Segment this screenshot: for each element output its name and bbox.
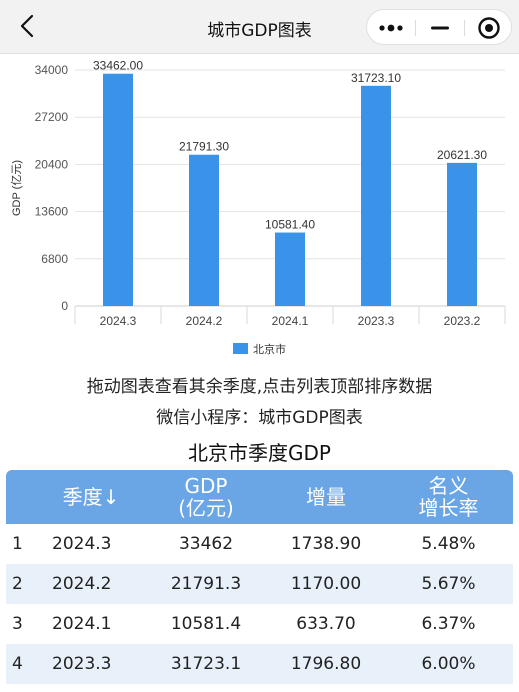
bar <box>447 162 477 306</box>
sort-quarter-header[interactable]: 季度↓ <box>36 470 146 524</box>
sort-increase-header[interactable]: 增量 <box>266 470 386 524</box>
target-close-icon <box>478 17 500 39</box>
row-quarter: 2024.2 <box>52 574 112 594</box>
row-gdp: 21791.3 <box>170 574 242 594</box>
chevron-left-icon <box>20 14 34 38</box>
row-growth: 6.37% <box>421 614 476 634</box>
header-gdp-unit: (亿元) <box>178 496 234 520</box>
row-growth: 5.67% <box>421 574 476 594</box>
gdp-table: 季度↓ GDP (亿元) 增量 名义 增长率 1 2024.3 33462 17… <box>6 470 513 684</box>
mini-program-text: 微信小程序：城市GDP图表 <box>156 408 363 428</box>
capsule-divider <box>464 20 465 36</box>
row-increase: 1796.80 <box>290 654 362 674</box>
header-growth-label-1: 名义 <box>428 474 469 498</box>
close-miniprogram-button[interactable] <box>465 10 513 46</box>
chart-canvas: 0 6800 13600 20400 27200 34000 GDP (亿元) 33462.0… <box>10 59 506 356</box>
y-tick-label: 27200 <box>35 110 69 124</box>
header-increase-label: 增量 <box>306 485 346 509</box>
table-header: 季度↓ GDP (亿元) 增量 名义 增长率 <box>6 470 513 524</box>
minimize-button[interactable] <box>416 10 464 46</box>
y-tick-label: 0 <box>61 299 68 313</box>
more-dots-icon <box>379 24 403 32</box>
back-button[interactable] <box>14 12 42 40</box>
x-tick-label: 2024.2 <box>186 314 223 328</box>
drag-hint-text: 拖动图表查看其余季度,点击列表顶部排序数据 <box>86 377 433 397</box>
bar <box>103 73 133 307</box>
bar-value-label: 21791.30 <box>179 140 229 154</box>
y-tick-label: 20400 <box>35 157 69 171</box>
bar <box>189 154 219 306</box>
nav-bar: 城市GDP图表 <box>0 0 519 54</box>
row-growth: 6.00% <box>421 654 476 674</box>
bar <box>275 232 305 306</box>
capsule-divider <box>415 20 416 36</box>
sort-growth-header[interactable]: 名义 增长率 <box>391 470 506 524</box>
row-quarter: 2023.3 <box>52 654 112 674</box>
row-increase: 1738.90 <box>290 534 362 554</box>
sort-gdp-header[interactable]: GDP (亿元) <box>151 470 261 524</box>
bar-value-label: 20621.30 <box>437 148 487 162</box>
capsule-menu <box>366 9 512 45</box>
x-tick-label: 2023.2 <box>444 314 481 328</box>
more-button[interactable] <box>367 10 415 46</box>
table-title: 北京市季度GDP <box>188 441 331 465</box>
row-rank: 1 <box>12 534 23 554</box>
bar <box>361 85 391 306</box>
x-tick-label: 2024.1 <box>272 314 309 328</box>
gdp-bar-chart[interactable]: 0 6800 13600 20400 27200 34000 GDP (亿元) 33462.0… <box>0 56 519 366</box>
row-increase: 633.70 <box>296 614 356 634</box>
y-tick-label: 13600 <box>35 205 69 219</box>
row-quarter: 2024.3 <box>52 534 112 554</box>
x-tick-label: 2024.3 <box>100 314 137 328</box>
row-rank: 2 <box>12 574 23 594</box>
row-rank: 4 <box>12 654 23 674</box>
row-quarter: 2024.1 <box>52 614 112 634</box>
table-row[interactable]: 2 2024.2 21791.3 1170.00 5.67% <box>6 564 513 604</box>
bar-value-label: 33462.00 <box>93 59 143 73</box>
row-growth: 5.48% <box>421 534 476 554</box>
page-title: 城市GDP图表 <box>207 21 312 41</box>
bar-value-label: 10581.40 <box>265 218 315 232</box>
y-axis-label: GDP (亿元) <box>10 160 23 216</box>
header-quarter-label: 季度↓ <box>62 485 120 509</box>
table-row[interactable]: 3 2024.1 10581.4 633.70 6.37% <box>6 604 513 644</box>
x-tick-label: 2023.3 <box>358 314 395 328</box>
legend-label: 北京市 <box>253 342 286 356</box>
legend-swatch <box>233 343 248 354</box>
header-growth-label-2: 增长率 <box>418 496 479 520</box>
row-gdp: 31723.1 <box>170 654 242 674</box>
row-rank: 3 <box>12 614 23 634</box>
row-gdp: 33462 <box>178 534 234 554</box>
y-tick-label: 34000 <box>35 63 69 77</box>
y-tick-label: 6800 <box>41 252 68 266</box>
table-row[interactable]: 1 2024.3 33462 1738.90 5.48% <box>6 524 513 564</box>
minimize-icon <box>431 26 449 30</box>
row-gdp: 10581.4 <box>170 614 242 634</box>
row-increase: 1170.00 <box>290 574 362 594</box>
bar-value-label: 31723.10 <box>351 71 401 85</box>
header-gdp-label: GDP <box>184 474 228 498</box>
table-row[interactable]: 4 2023.3 31723.1 1796.80 6.00% <box>6 644 513 684</box>
